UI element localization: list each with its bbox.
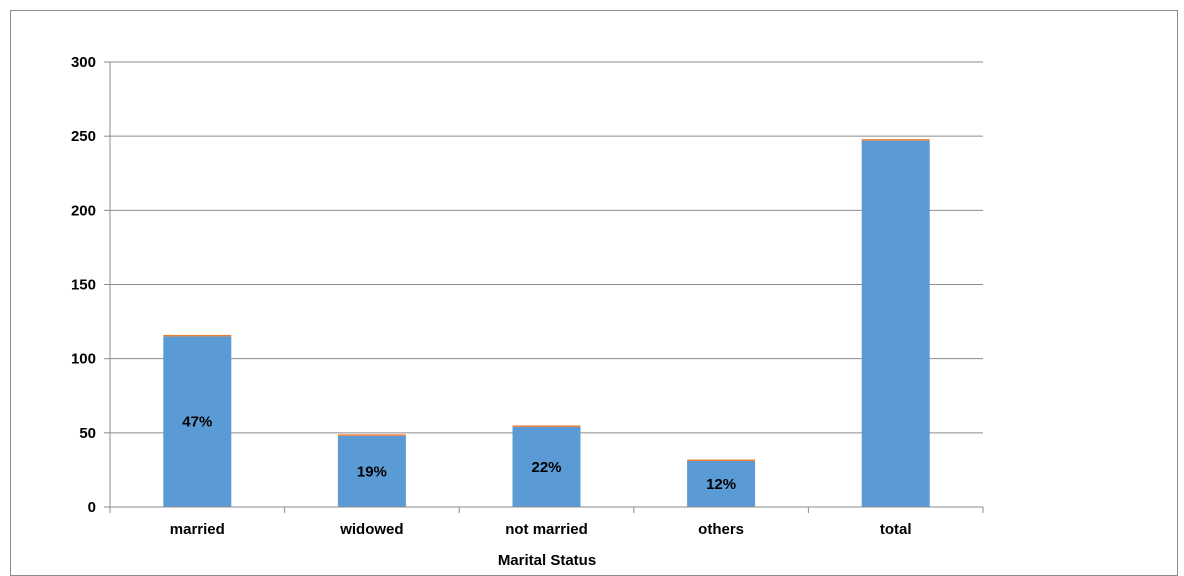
y-tick-label: 200 bbox=[71, 202, 96, 219]
x-tick-label: others bbox=[698, 521, 744, 538]
y-tick-label: 250 bbox=[71, 128, 96, 145]
bar-total bbox=[861, 140, 930, 507]
bar-married-segment-1 bbox=[163, 334, 232, 337]
bar-married bbox=[163, 336, 232, 507]
x-tick-label: married bbox=[170, 521, 225, 538]
bar-widowed-segment-1 bbox=[337, 434, 406, 436]
data-label: 19% bbox=[357, 463, 387, 480]
y-tick-label: 150 bbox=[71, 277, 96, 294]
data-label: 22% bbox=[531, 459, 561, 476]
x-tick-label: total bbox=[880, 521, 912, 538]
y-tick-label: 300 bbox=[71, 54, 96, 71]
bar-widowed bbox=[337, 435, 406, 507]
gridlines bbox=[110, 61, 983, 434]
x-axis-title: Marital Status bbox=[498, 552, 596, 569]
bars bbox=[163, 139, 930, 507]
data-label: 47% bbox=[182, 414, 212, 431]
data-label: 12% bbox=[706, 476, 736, 493]
y-tick-label: 50 bbox=[79, 425, 96, 442]
bar-not-married-segment-1 bbox=[512, 425, 581, 427]
labels: 0 50 100 150 200 250 300 47% married 19% widowed 22… bbox=[71, 54, 912, 538]
x-tick-label: not married bbox=[505, 521, 588, 538]
bar-total-segment-1 bbox=[861, 139, 930, 141]
y-tick-label: 100 bbox=[71, 351, 96, 368]
bar-others-segment-1 bbox=[687, 459, 756, 462]
bar-others bbox=[687, 461, 756, 507]
axes bbox=[104, 61, 984, 513]
x-tick-label: widowed bbox=[339, 521, 403, 538]
bar-not-married bbox=[512, 426, 581, 507]
y-tick-label: 0 bbox=[88, 499, 96, 516]
